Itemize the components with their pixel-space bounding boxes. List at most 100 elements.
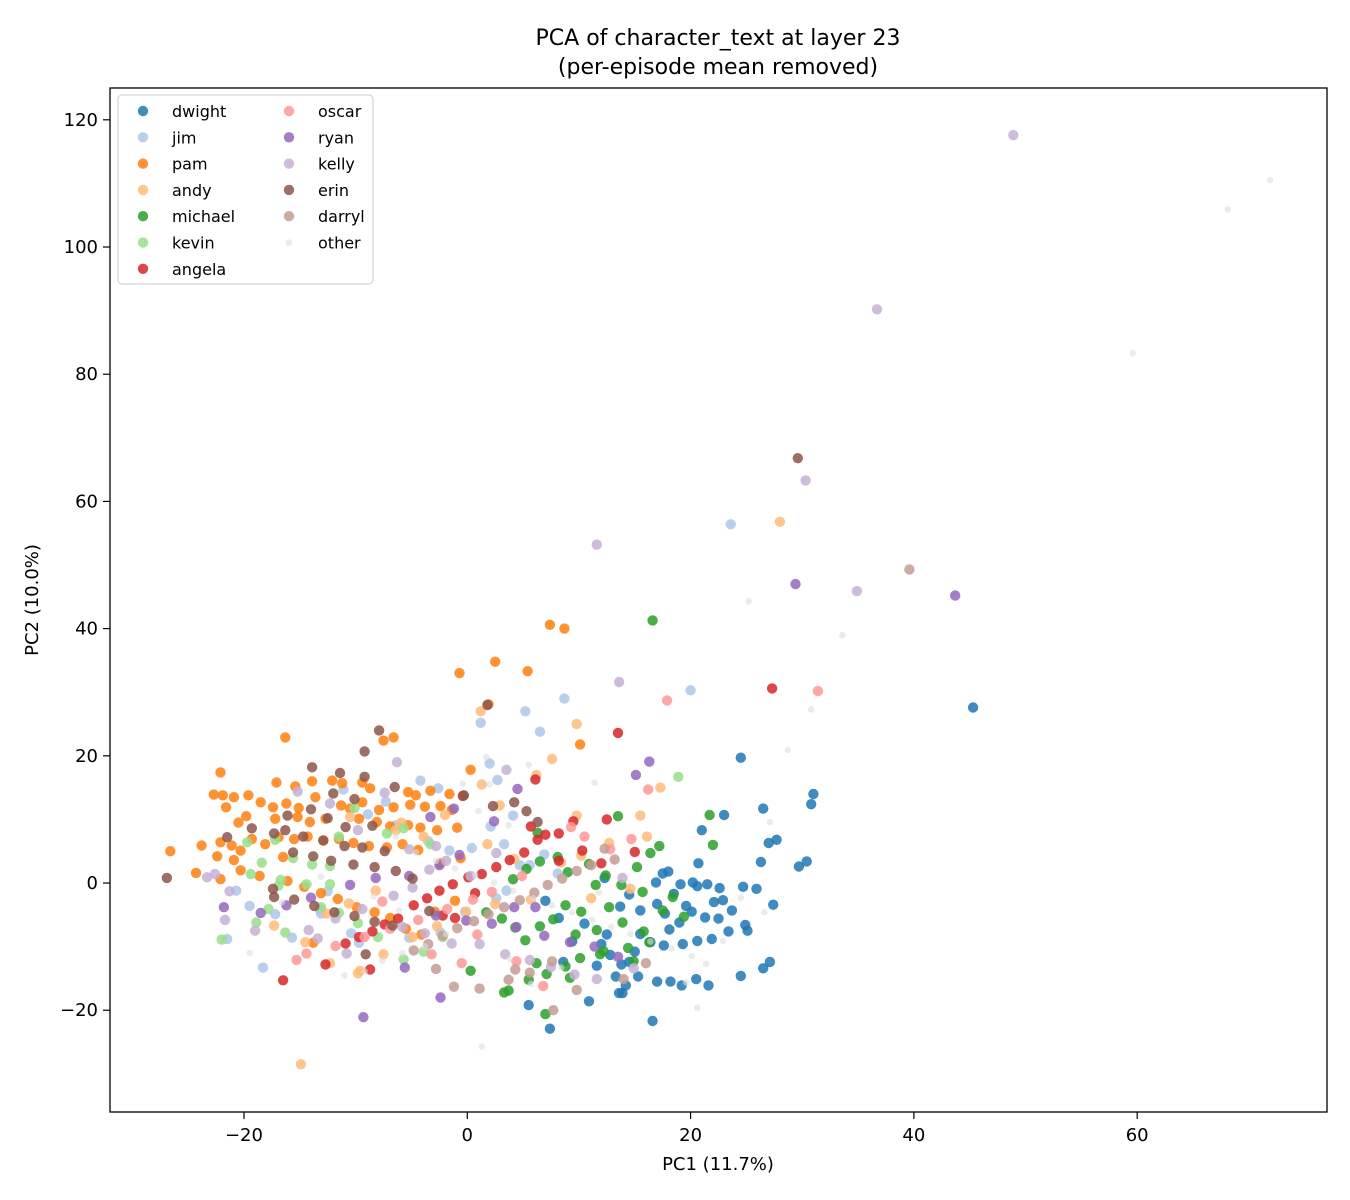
point-pam bbox=[190, 867, 202, 879]
point-other bbox=[589, 916, 596, 924]
point-michael bbox=[560, 900, 571, 911]
point-jim bbox=[362, 809, 374, 820]
point-dwight bbox=[632, 971, 644, 982]
point-other bbox=[392, 833, 400, 840]
point-erin bbox=[349, 793, 360, 805]
point-michael bbox=[654, 840, 665, 852]
point-andy bbox=[461, 906, 472, 917]
point-dwight bbox=[691, 973, 702, 985]
point-michael bbox=[534, 856, 546, 867]
point-kelly bbox=[249, 925, 261, 936]
point-dwight bbox=[651, 976, 663, 987]
point-ryan bbox=[612, 951, 624, 962]
point-kevin bbox=[245, 868, 256, 880]
point-erin bbox=[267, 883, 279, 894]
point-erin bbox=[357, 842, 368, 853]
point-ryan bbox=[255, 907, 266, 919]
point-ryan bbox=[454, 849, 465, 861]
point-kelly bbox=[404, 844, 415, 855]
point-kelly bbox=[391, 757, 403, 768]
point-erin bbox=[305, 804, 317, 815]
point-kelly bbox=[591, 539, 602, 550]
point-pam bbox=[243, 790, 254, 801]
point-angela bbox=[553, 855, 564, 866]
point-pam bbox=[327, 775, 338, 786]
point-erin bbox=[328, 788, 339, 799]
point-michael bbox=[622, 942, 634, 954]
points-layer bbox=[161, 129, 1274, 1070]
point-pam bbox=[304, 816, 316, 828]
point-michael bbox=[590, 879, 601, 891]
point-erin bbox=[308, 851, 319, 862]
point-erin bbox=[289, 894, 300, 905]
legend-marker-pam bbox=[137, 158, 149, 169]
point-other bbox=[278, 898, 286, 906]
point-angela bbox=[504, 854, 515, 866]
point-other bbox=[595, 889, 603, 896]
point-dwight bbox=[523, 999, 534, 1011]
point-jim bbox=[725, 519, 736, 530]
point-dwight bbox=[717, 895, 729, 906]
point-pam bbox=[208, 789, 219, 800]
point-oscar bbox=[538, 980, 549, 992]
point-pam bbox=[388, 732, 399, 743]
point-ryan bbox=[461, 915, 472, 926]
point-pam bbox=[405, 799, 416, 810]
legend-label-erin: erin bbox=[318, 181, 349, 200]
y-tick-label: 20 bbox=[75, 746, 98, 767]
point-michael bbox=[520, 935, 531, 946]
point-dwight bbox=[613, 987, 625, 999]
point-dwight bbox=[763, 837, 774, 849]
point-pam bbox=[410, 790, 422, 801]
y-tick-label: −20 bbox=[60, 1000, 98, 1021]
point-oscar bbox=[330, 940, 341, 952]
point-kelly bbox=[379, 787, 390, 798]
point-jim bbox=[257, 962, 269, 973]
point-dwight bbox=[675, 879, 686, 890]
point-pam bbox=[544, 619, 556, 630]
point-angela bbox=[367, 926, 378, 937]
point-erin bbox=[349, 910, 360, 922]
point-darryl bbox=[468, 916, 480, 927]
point-dwight bbox=[706, 933, 717, 945]
point-pam bbox=[215, 767, 226, 778]
legend-marker-kelly bbox=[283, 158, 295, 169]
point-kevin bbox=[301, 879, 312, 890]
point-kelly bbox=[303, 924, 314, 936]
point-andy bbox=[546, 753, 558, 765]
legend-label-ryan: ryan bbox=[318, 128, 354, 147]
legend-marker-andy bbox=[137, 184, 149, 196]
point-angela bbox=[434, 885, 445, 896]
point-other bbox=[548, 902, 556, 909]
point-kelly bbox=[219, 914, 231, 926]
point-kelly bbox=[292, 786, 303, 797]
point-dwight bbox=[693, 858, 704, 869]
point-pam bbox=[228, 792, 240, 803]
point-dwight bbox=[664, 924, 675, 935]
y-tick-label: 60 bbox=[75, 491, 98, 512]
point-jim bbox=[415, 775, 426, 786]
point-other bbox=[317, 873, 325, 880]
point-angela bbox=[340, 938, 351, 949]
point-andy bbox=[390, 825, 401, 836]
point-kelly bbox=[201, 872, 213, 883]
point-other bbox=[1266, 176, 1274, 184]
point-erin bbox=[325, 855, 337, 866]
point-michael bbox=[574, 952, 586, 964]
point-dwight bbox=[758, 963, 769, 974]
legend-box bbox=[117, 94, 374, 285]
point-pam bbox=[271, 777, 282, 788]
point-andy bbox=[418, 831, 429, 842]
point-dwight bbox=[663, 866, 674, 877]
point-other bbox=[668, 945, 675, 952]
point-dwight bbox=[723, 926, 734, 937]
point-ryan bbox=[644, 756, 655, 767]
point-andy bbox=[482, 839, 493, 850]
series-oscar bbox=[291, 685, 824, 992]
point-other bbox=[702, 960, 710, 968]
point-other bbox=[412, 849, 420, 856]
point-other bbox=[529, 895, 537, 902]
point-ryan bbox=[435, 992, 446, 1003]
point-other bbox=[486, 781, 493, 788]
y-tick-label: 0 bbox=[87, 873, 98, 894]
